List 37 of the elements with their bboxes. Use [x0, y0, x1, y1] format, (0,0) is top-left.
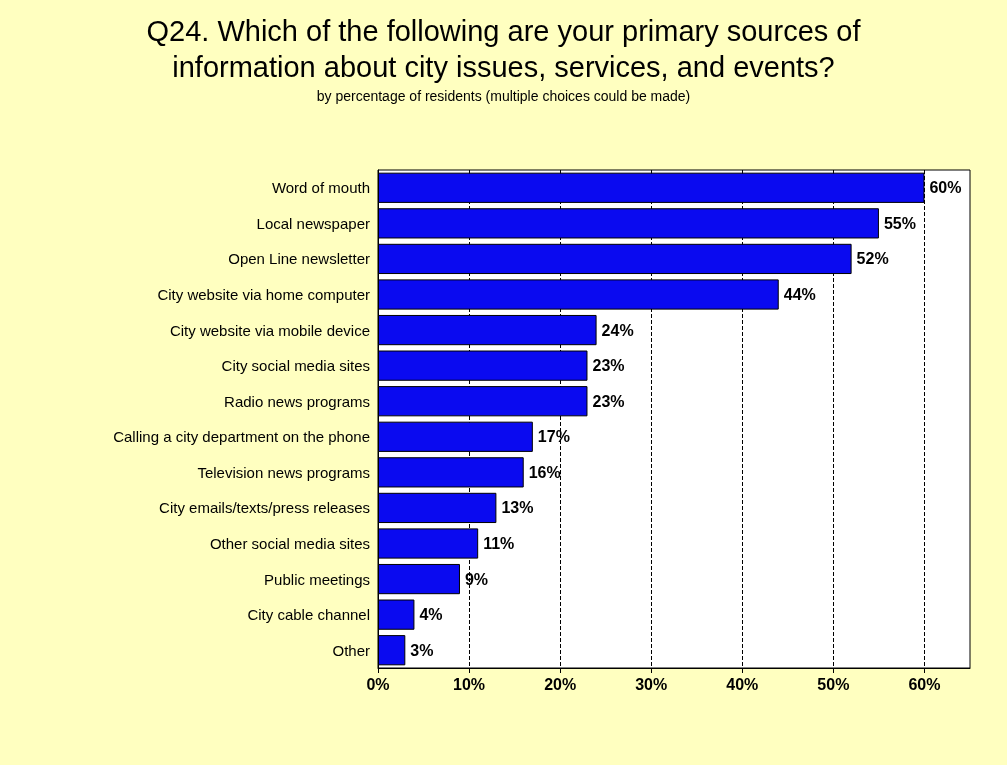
y-tick-label: Local newspaper [256, 214, 370, 232]
data-label: 9% [464, 570, 489, 588]
y-tick-label: Word of mouth [271, 179, 370, 197]
y-tick-label: City emails/texts/press releases [159, 499, 370, 517]
y-tick-label: City cable channel [247, 606, 370, 624]
x-tick-label: 30% [635, 675, 668, 693]
x-tick-label: 60% [908, 675, 941, 693]
data-label: 13% [501, 499, 534, 517]
x-tick-label: 0% [366, 675, 390, 693]
y-tick-label: City social media sites [221, 357, 370, 375]
y-tick-label: City website via home computer [157, 286, 370, 303]
x-tick-label: 20% [544, 675, 577, 693]
y-tick-label: Radio news programs [224, 392, 370, 410]
data-label: 23% [592, 392, 625, 410]
data-label: 11% [483, 535, 515, 552]
x-tick-label: 10% [453, 675, 486, 693]
data-label: 17% [537, 428, 570, 446]
y-tick-label: Public meetings [264, 570, 370, 588]
y-tick-label: Other [332, 641, 370, 659]
x-tick-label: 40% [726, 675, 759, 693]
data-label: 60% [929, 179, 962, 197]
data-label: 23% [592, 357, 625, 375]
y-tick-label: Television news programs [197, 463, 370, 481]
data-label: 24% [601, 321, 634, 339]
data-label: 4% [419, 606, 443, 624]
y-tick-label: Other social media sites [209, 535, 370, 552]
data-label: 3% [410, 641, 434, 659]
x-tick-label: 50% [817, 675, 850, 693]
data-label: 55% [883, 214, 916, 232]
y-tick-label: City website via mobile device [169, 321, 370, 339]
data-label: 44% [783, 286, 816, 303]
chart-subtitle: by percentage of residents (multiple choices could be made) [316, 88, 691, 104]
y-tick-label: Calling a city department on the phone [113, 428, 370, 446]
data-label: 52% [856, 250, 889, 268]
y-tick-label: Open Line newsletter [228, 250, 370, 268]
chart-title: Q24. Which of the following are your primary sources of information about city issues, services, and events? [146, 15, 862, 83]
data-label: 16% [528, 463, 561, 481]
